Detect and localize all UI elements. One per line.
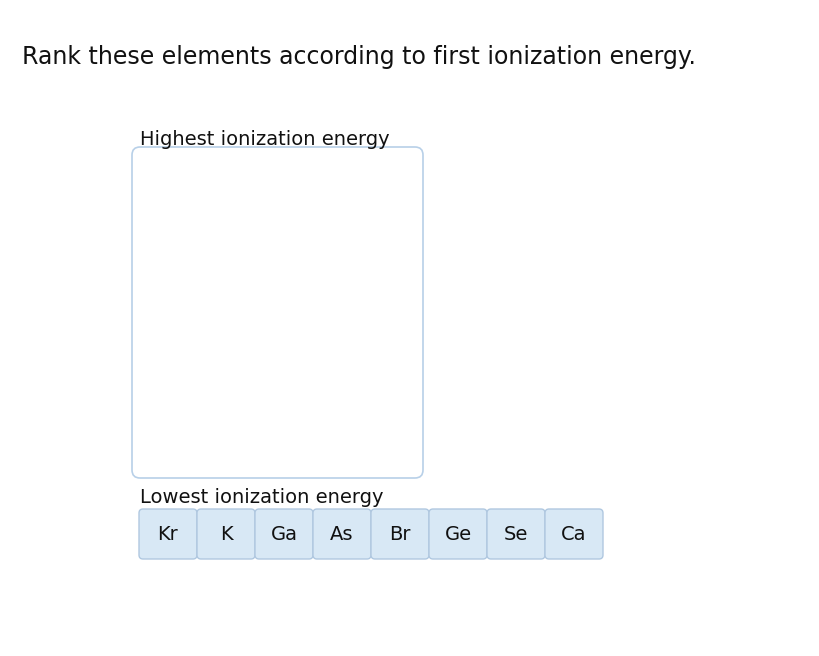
Text: Se: Se — [503, 525, 527, 544]
Text: Highest ionization energy: Highest ionization energy — [140, 130, 389, 149]
Text: K: K — [219, 525, 232, 544]
Text: Ga: Ga — [270, 525, 297, 544]
FancyBboxPatch shape — [486, 509, 545, 559]
Text: Ca: Ca — [560, 525, 586, 544]
FancyBboxPatch shape — [197, 509, 255, 559]
Text: Lowest ionization energy: Lowest ionization energy — [140, 488, 383, 507]
FancyBboxPatch shape — [132, 147, 423, 478]
FancyBboxPatch shape — [428, 509, 486, 559]
Text: Br: Br — [389, 525, 410, 544]
FancyBboxPatch shape — [370, 509, 428, 559]
Text: Rank these elements according to first ionization energy.: Rank these elements according to first i… — [22, 45, 695, 69]
FancyBboxPatch shape — [313, 509, 370, 559]
FancyBboxPatch shape — [255, 509, 313, 559]
FancyBboxPatch shape — [545, 509, 602, 559]
Text: Ge: Ge — [444, 525, 471, 544]
Text: As: As — [330, 525, 353, 544]
FancyBboxPatch shape — [139, 509, 197, 559]
Text: Kr: Kr — [157, 525, 179, 544]
